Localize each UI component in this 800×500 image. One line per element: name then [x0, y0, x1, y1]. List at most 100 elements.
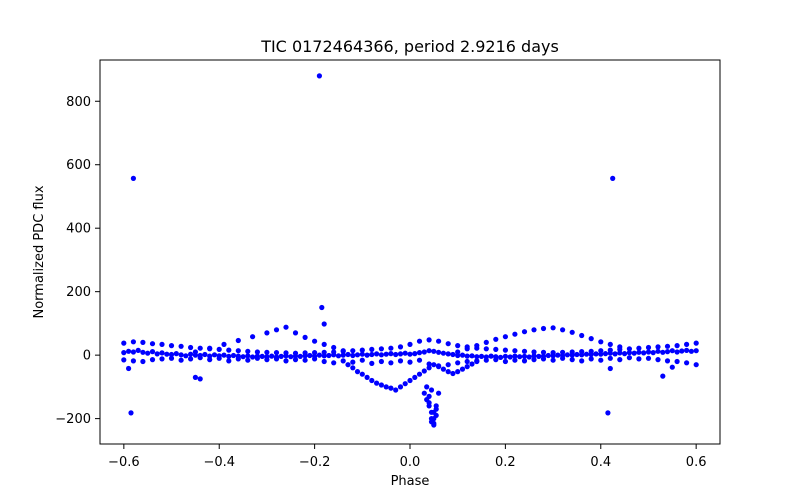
data-point: [602, 351, 609, 357]
data-point: [264, 330, 270, 336]
data-point: [464, 346, 470, 352]
y-tick-label: 600: [66, 158, 91, 173]
data-point: [517, 354, 523, 360]
data-point: [149, 357, 156, 363]
data-point: [316, 352, 322, 358]
data-point: [450, 370, 456, 377]
data-point: [674, 343, 680, 349]
data-point: [264, 357, 270, 363]
data-point: [354, 369, 361, 375]
data-point: [250, 334, 256, 340]
data-point: [531, 327, 537, 333]
data-point: [407, 351, 413, 357]
data-point: [240, 354, 246, 360]
data-point: [445, 341, 451, 347]
data-point: [197, 376, 203, 382]
data-point: [226, 358, 232, 364]
data-point: [126, 348, 132, 354]
data-point: [464, 358, 470, 365]
data-point: [245, 357, 251, 363]
data-point: [431, 348, 437, 354]
data-point: [164, 351, 170, 357]
data-point: [440, 366, 446, 372]
data-point: [459, 352, 466, 358]
data-point: [121, 357, 127, 363]
data-point: [312, 338, 318, 344]
data-point: [383, 351, 389, 357]
data-point: [350, 352, 356, 359]
data-point: [669, 364, 675, 370]
data-point: [645, 349, 652, 355]
data-point: [693, 340, 699, 346]
data-point: [216, 355, 222, 361]
data-point: [292, 330, 299, 336]
data-point: [340, 358, 346, 364]
data-point: [188, 356, 194, 362]
data-point: [126, 365, 132, 372]
data-point: [130, 358, 136, 364]
data-point: [364, 374, 370, 380]
data-point: [378, 358, 384, 365]
data-point: [135, 347, 141, 353]
data-point: [140, 358, 146, 365]
data-point: [369, 377, 375, 384]
data-point: [626, 350, 633, 356]
data-point: [428, 416, 435, 422]
data-point: [540, 356, 547, 362]
data-point: [445, 362, 451, 368]
data-point: [502, 353, 508, 359]
data-point: [397, 384, 404, 390]
data-point: [428, 387, 435, 393]
data-point: [512, 348, 518, 354]
chart-title: TIC 0172464366, period 2.9216 days: [260, 37, 559, 56]
data-point: [273, 350, 280, 356]
data-point: [397, 351, 404, 357]
data-point: [226, 353, 232, 359]
data-point: [655, 348, 661, 354]
data-point: [388, 360, 394, 366]
data-point: [483, 357, 489, 363]
data-point: [445, 369, 451, 375]
data-point: [660, 349, 666, 355]
data-point: [388, 351, 394, 357]
data-point: [612, 351, 618, 357]
data-point: [498, 354, 504, 360]
data-point: [569, 329, 575, 335]
data-point: [583, 351, 590, 357]
data-point: [469, 353, 475, 359]
data-point: [312, 350, 318, 356]
data-point: [598, 357, 604, 363]
x-tick-label: −0.4: [203, 455, 235, 470]
data-point: [569, 357, 575, 363]
data-point: [202, 351, 208, 358]
data-point: [245, 348, 251, 354]
data-point: [307, 352, 313, 359]
data-point: [521, 329, 528, 335]
data-point: [130, 349, 136, 355]
data-point: [574, 351, 580, 358]
data-point: [140, 349, 146, 355]
data-point: [605, 410, 611, 416]
data-point: [130, 339, 136, 345]
data-point: [564, 352, 571, 358]
data-point: [369, 346, 375, 352]
data-point: [436, 349, 442, 355]
data-point: [350, 359, 356, 365]
data-point: [283, 350, 289, 356]
data-point: [626, 355, 633, 361]
data-point: [326, 352, 332, 359]
data-point: [226, 347, 232, 353]
data-point: [469, 361, 475, 367]
x-tick-label: 0.0: [400, 455, 421, 470]
data-point: [273, 327, 280, 333]
data-point: [550, 325, 556, 331]
data-point: [278, 353, 284, 359]
data-point: [617, 344, 623, 350]
data-point: [393, 387, 399, 393]
data-point: [359, 351, 365, 357]
data-point: [545, 352, 551, 359]
data-point: [302, 334, 308, 340]
data-point: [579, 358, 585, 364]
data-point: [369, 360, 375, 366]
